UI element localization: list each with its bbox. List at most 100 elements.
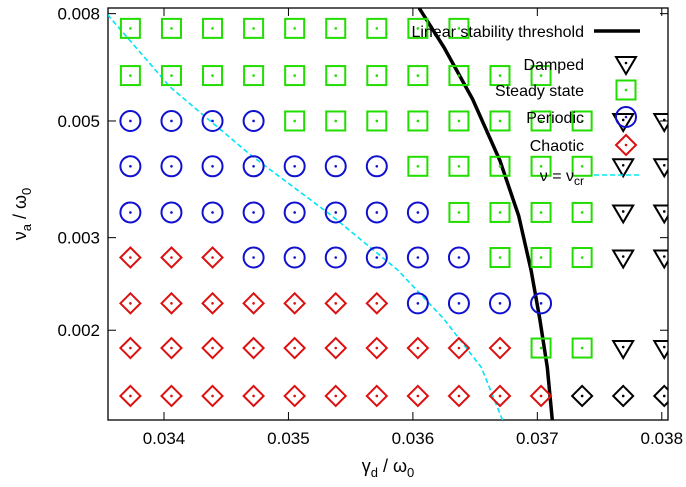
circle-marker (365, 246, 388, 269)
data-point-steady (284, 17, 306, 39)
square-marker (284, 17, 306, 39)
data-point-steady (530, 110, 552, 132)
center-dot (211, 302, 214, 305)
triangle-marker (652, 340, 668, 361)
square-marker (530, 65, 552, 87)
data-point-steady (407, 110, 429, 132)
data-point-periodic (283, 155, 306, 178)
center-dot (129, 74, 132, 77)
square-marker (325, 17, 347, 39)
center-dot (621, 118, 625, 122)
square-marker (530, 337, 552, 359)
square-marker (202, 17, 224, 39)
data-point-steady (530, 65, 552, 87)
square-marker (448, 155, 470, 177)
circle-marker (283, 155, 306, 178)
triangle-marker (614, 56, 638, 76)
data-point-damped (611, 249, 635, 270)
center-dot (129, 346, 132, 350)
center-dot (457, 164, 461, 168)
data-point-chaotic (242, 384, 266, 408)
data-point-steady (489, 65, 511, 87)
data-point-periodic (615, 106, 637, 128)
triangle-marker (652, 158, 668, 179)
circle-marker (119, 201, 142, 224)
data-point-steady (489, 110, 511, 132)
data-point-steady (448, 201, 470, 223)
data-point-periodic (406, 201, 429, 224)
y-axis-label: νa / ω0 (10, 188, 34, 241)
center-dot (129, 256, 132, 259)
circle-marker (119, 155, 142, 178)
circle-marker (324, 246, 347, 269)
diamond-marker (201, 336, 224, 360)
data-point-damped-diamond (611, 384, 635, 408)
center-dot (416, 119, 420, 123)
data-point-periodic (365, 246, 388, 269)
data-point-steady (571, 337, 593, 359)
data-point-steady (571, 155, 593, 177)
y-tick-label: 0.002 (57, 321, 100, 340)
square-marker (448, 17, 470, 39)
triangle-marker (611, 158, 635, 179)
data-point-chaotic (118, 336, 142, 360)
data-point-steady (448, 65, 470, 87)
center-dot (170, 394, 173, 398)
center-dot (252, 256, 255, 259)
x-axis-label: γd / ω0 (362, 456, 415, 480)
data-point-chaotic (201, 246, 224, 269)
center-dot (293, 302, 296, 305)
center-dot (539, 346, 543, 350)
center-dot (539, 256, 543, 259)
center-dot (457, 346, 461, 350)
data-point-steady (448, 110, 470, 132)
center-dot (293, 256, 296, 259)
data-point-periodic (365, 201, 388, 224)
center-dot (129, 27, 132, 30)
center-dot (170, 256, 173, 259)
data-point-steady (284, 110, 306, 132)
y-tick-label: 0.005 (57, 112, 100, 131)
data-point-periodic (447, 246, 470, 269)
square-marker (407, 110, 429, 132)
diamond-marker (406, 336, 430, 360)
square-marker (571, 201, 593, 223)
diamond-marker (201, 246, 224, 269)
data-point-steady (571, 247, 593, 269)
y-axis-label-subscript2: 0 (19, 188, 34, 195)
circle-marker (530, 292, 553, 315)
data-point-periodic (242, 109, 265, 132)
data-point-periodic (447, 292, 470, 315)
data-point-chaotic (283, 291, 307, 315)
center-dot (624, 143, 628, 147)
diamond-marker (160, 291, 183, 315)
center-dot (170, 346, 173, 350)
diamond-marker (283, 384, 307, 408)
center-dot (539, 302, 543, 305)
y-tick-label: 0.008 (57, 5, 100, 24)
center-dot (375, 74, 379, 77)
data-point-periodic (283, 201, 306, 224)
data-point-steady (119, 17, 141, 39)
data-point-damped (652, 112, 668, 133)
data-point-chaotic (201, 291, 224, 315)
center-dot (293, 27, 296, 30)
data-point-steady (160, 65, 182, 87)
data-point-damped (611, 340, 635, 361)
square-marker (489, 201, 511, 223)
data-point-steady (530, 155, 552, 177)
data-point-steady (530, 201, 552, 223)
data-point-periodic (160, 155, 183, 178)
diamond-marker (160, 336, 183, 360)
center-dot (293, 164, 296, 168)
circle-marker (201, 109, 224, 132)
square-marker (571, 337, 593, 359)
data-point-steady (243, 17, 265, 39)
diamond-marker (118, 246, 142, 269)
center-dot (170, 211, 173, 214)
diamond-marker (652, 384, 668, 408)
diamond-marker (614, 133, 638, 157)
legend-label-subscript: cr (574, 174, 584, 188)
legend-label: ν = νcr (540, 168, 584, 188)
center-dot (457, 211, 461, 214)
